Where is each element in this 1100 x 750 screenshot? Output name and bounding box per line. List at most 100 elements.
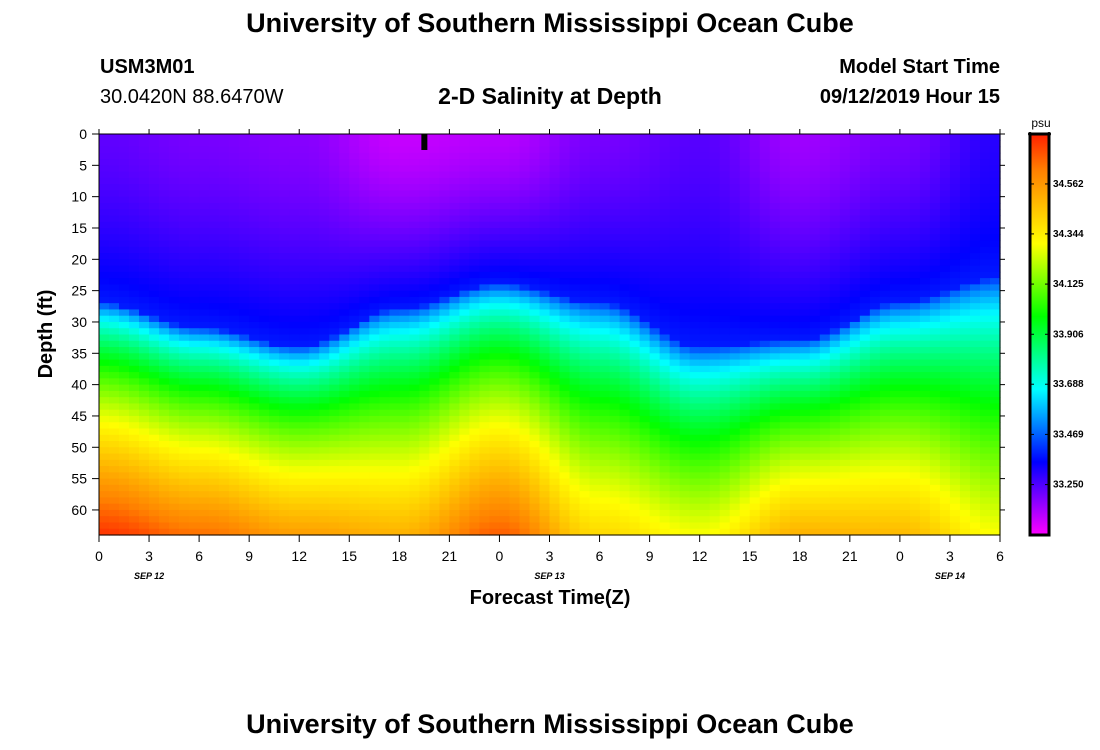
heatmap-cell <box>819 184 831 191</box>
heatmap-cell <box>629 221 641 229</box>
heatmap-cell <box>459 409 471 417</box>
heatmap-cell <box>759 315 771 323</box>
heatmap-cell <box>529 227 541 235</box>
heatmap-cell <box>659 384 671 392</box>
heatmap-cell <box>409 409 420 417</box>
heatmap-cell <box>719 321 731 329</box>
heatmap-cell <box>539 447 551 455</box>
heatmap-cell <box>499 459 511 467</box>
heatmap-cell <box>709 472 721 480</box>
heatmap-cell <box>789 522 801 530</box>
heatmap-cell <box>669 459 681 467</box>
heatmap-cell <box>209 221 220 229</box>
heatmap-cell <box>839 528 851 536</box>
heatmap-cell <box>229 246 240 254</box>
heatmap-cell <box>799 415 811 423</box>
heatmap-cell <box>259 384 270 392</box>
heatmap-cell <box>219 159 230 166</box>
heatmap-cell <box>649 177 661 185</box>
heatmap-cell <box>669 221 681 229</box>
heatmap-cell <box>109 278 120 285</box>
heatmap-cell <box>629 284 641 292</box>
heatmap-cell <box>289 428 300 436</box>
heatmap-cell <box>299 309 310 317</box>
heatmap-cell <box>439 165 450 173</box>
heatmap-cell <box>839 390 851 398</box>
heatmap-cell <box>599 234 611 242</box>
heatmap-cell <box>599 516 611 524</box>
heatmap-cell <box>789 190 801 198</box>
heatmap-cell <box>389 171 400 179</box>
heatmap-cell <box>599 390 611 398</box>
heatmap-cell <box>459 240 471 248</box>
heatmap-cell <box>439 253 450 260</box>
heatmap-cell <box>809 309 821 317</box>
heatmap-cell <box>869 165 881 173</box>
heatmap-cell <box>159 434 170 442</box>
heatmap-cell <box>189 309 200 317</box>
heatmap-cell <box>99 159 110 166</box>
heatmap-cell <box>839 202 851 210</box>
heatmap-cell <box>389 202 400 210</box>
heatmap-cell <box>699 340 711 348</box>
heatmap-cell <box>429 528 440 536</box>
heatmap-cell <box>499 340 511 348</box>
heatmap-cell <box>769 484 781 492</box>
heatmap-cell <box>139 466 150 473</box>
heatmap-cell <box>749 378 761 386</box>
heatmap-cell <box>449 428 460 436</box>
heatmap-cell <box>869 253 881 260</box>
heatmap-cell <box>429 290 440 298</box>
heatmap-cell <box>159 409 170 417</box>
heatmap-cell <box>369 265 380 273</box>
heatmap-cell <box>699 202 711 210</box>
heatmap-cell <box>779 365 791 373</box>
heatmap-cell <box>339 403 350 411</box>
heatmap-cell <box>659 159 671 166</box>
heatmap-cell <box>179 422 190 430</box>
heatmap-cell <box>419 365 430 373</box>
heatmap-cell <box>309 466 320 473</box>
heatmap-cell <box>789 347 801 354</box>
heatmap-cell <box>229 234 240 242</box>
heatmap-cell <box>679 466 691 473</box>
heatmap-cell <box>209 190 220 198</box>
heatmap-cell <box>699 334 711 342</box>
heatmap-cell <box>129 165 140 173</box>
heatmap-cell <box>249 415 260 423</box>
heatmap-cell <box>629 453 641 461</box>
heatmap-cell <box>619 359 631 367</box>
heatmap-cell <box>319 190 330 198</box>
heatmap-cell <box>519 390 531 398</box>
heatmap-cell <box>509 328 521 336</box>
heatmap-cell <box>429 459 440 467</box>
heatmap-cell <box>369 434 380 442</box>
heatmap-cell <box>189 202 200 210</box>
heatmap-cell <box>149 315 160 323</box>
heatmap-cell <box>719 234 731 242</box>
heatmap-cell <box>809 491 821 499</box>
heatmap-cell <box>829 215 841 223</box>
heatmap-cell <box>319 503 330 511</box>
heatmap-cell <box>349 234 360 242</box>
heatmap-cell <box>849 365 861 373</box>
heatmap-cell <box>619 209 631 217</box>
heatmap-cell <box>209 227 220 235</box>
heatmap-cell <box>779 171 791 179</box>
heatmap-cell <box>509 240 521 248</box>
heatmap-cell <box>309 334 320 342</box>
heatmap-cell <box>189 403 200 411</box>
heatmap-cell <box>829 271 841 279</box>
heatmap-cell <box>689 503 701 511</box>
heatmap-cell <box>659 428 671 436</box>
heatmap-cell <box>799 466 811 473</box>
heatmap-cell <box>259 372 270 379</box>
heatmap-cell <box>449 165 460 173</box>
heatmap-cell <box>509 190 521 198</box>
heatmap-cell <box>829 177 841 185</box>
heatmap-cell <box>649 516 661 524</box>
heatmap-cell <box>339 303 350 311</box>
heatmap-cell <box>649 453 661 461</box>
heatmap-cell <box>629 472 641 480</box>
heatmap-cell <box>359 202 370 210</box>
